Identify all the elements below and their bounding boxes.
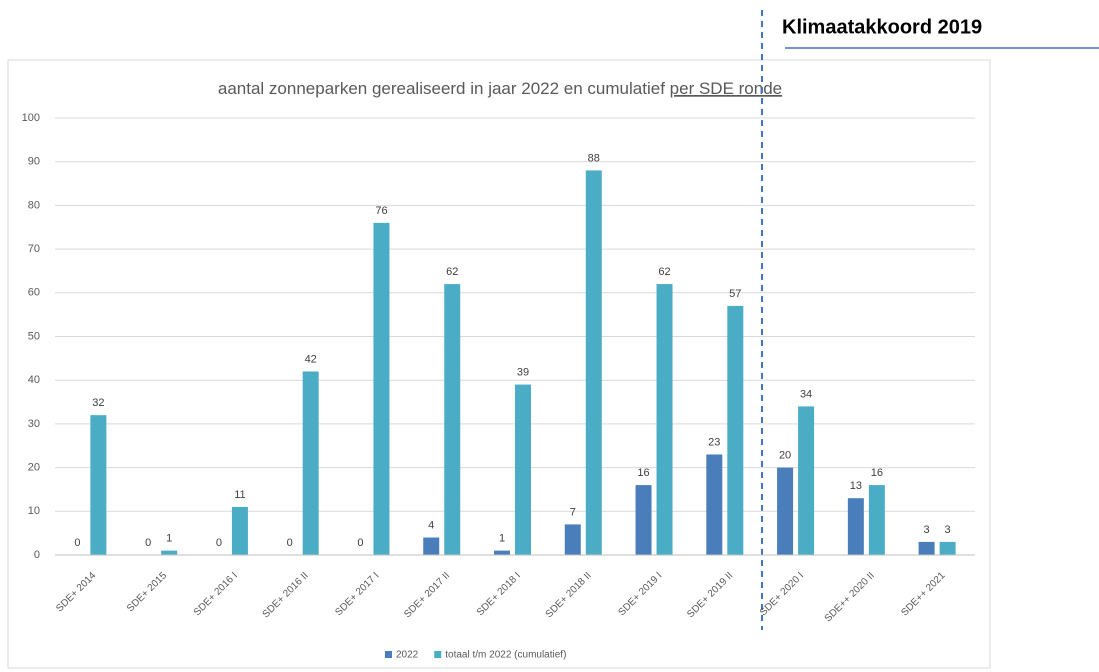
bar <box>515 384 531 555</box>
data-label: 16 <box>637 467 649 479</box>
data-label: 3 <box>945 524 951 536</box>
data-label: 0 <box>357 537 363 549</box>
chart-title: aantal zonneparken gerealiseerd in jaar … <box>218 79 782 98</box>
bar <box>635 485 652 555</box>
title-underlined: per SDE ronde <box>670 79 782 98</box>
bar <box>798 406 815 555</box>
data-label: 1 <box>166 533 172 545</box>
bar <box>161 550 178 555</box>
data-label: 0 <box>216 537 222 549</box>
data-label: 88 <box>588 152 600 164</box>
bar <box>706 454 723 555</box>
bar <box>585 170 602 555</box>
data-label: 23 <box>708 436 720 448</box>
data-label: 4 <box>428 519 434 531</box>
data-label: 20 <box>779 450 791 462</box>
y-tick-label: 0 <box>34 549 40 561</box>
y-tick-label: 100 <box>22 112 40 124</box>
data-label: 32 <box>92 397 104 409</box>
legend-swatch <box>434 651 442 658</box>
legend-label: totaal t/m 2022 (cumulatief) <box>445 650 566 661</box>
data-label: 42 <box>305 353 317 365</box>
data-label: 0 <box>145 537 151 549</box>
bar <box>564 524 581 555</box>
bar <box>777 467 794 555</box>
data-label: 0 <box>287 537 293 549</box>
y-tick-label: 80 <box>28 199 40 211</box>
data-label: 11 <box>234 489 245 501</box>
bar <box>444 284 461 555</box>
data-label: 57 <box>729 288 741 300</box>
bar <box>373 222 390 555</box>
y-tick-label: 20 <box>28 462 40 474</box>
annotation: Klimaatakkoord 2019 <box>782 16 982 38</box>
data-label: 0 <box>74 537 80 549</box>
y-tick-label: 30 <box>28 418 40 430</box>
data-label: 3 <box>924 524 930 536</box>
y-tick-label: 50 <box>28 330 40 342</box>
bar <box>231 506 248 555</box>
data-label: 62 <box>446 266 458 278</box>
y-tick-label: 90 <box>28 156 40 168</box>
data-label: 62 <box>658 266 670 278</box>
y-tick-label: 60 <box>28 287 40 299</box>
data-label: 7 <box>570 506 576 518</box>
bar <box>727 305 744 555</box>
y-tick-label: 40 <box>28 374 40 386</box>
bar <box>494 550 510 555</box>
data-label: 39 <box>517 366 529 378</box>
bar <box>90 415 107 555</box>
data-label: 1 <box>499 533 505 545</box>
data-label: 13 <box>850 480 862 492</box>
title-main: aantal zonneparken gerealiseerd in jaar … <box>218 79 665 98</box>
bar <box>868 485 885 555</box>
bar <box>656 284 673 555</box>
data-label: 76 <box>375 205 387 217</box>
data-label: 34 <box>800 388 812 400</box>
y-tick-label: 10 <box>28 505 40 517</box>
legend-swatch <box>385 651 392 658</box>
bar <box>423 537 440 555</box>
bar <box>847 498 864 555</box>
bar <box>918 541 935 555</box>
bar <box>939 541 956 555</box>
bar <box>302 371 319 555</box>
legend-label: 2022 <box>396 650 419 661</box>
data-label: 16 <box>871 467 883 479</box>
y-tick-label: 70 <box>28 243 40 255</box>
